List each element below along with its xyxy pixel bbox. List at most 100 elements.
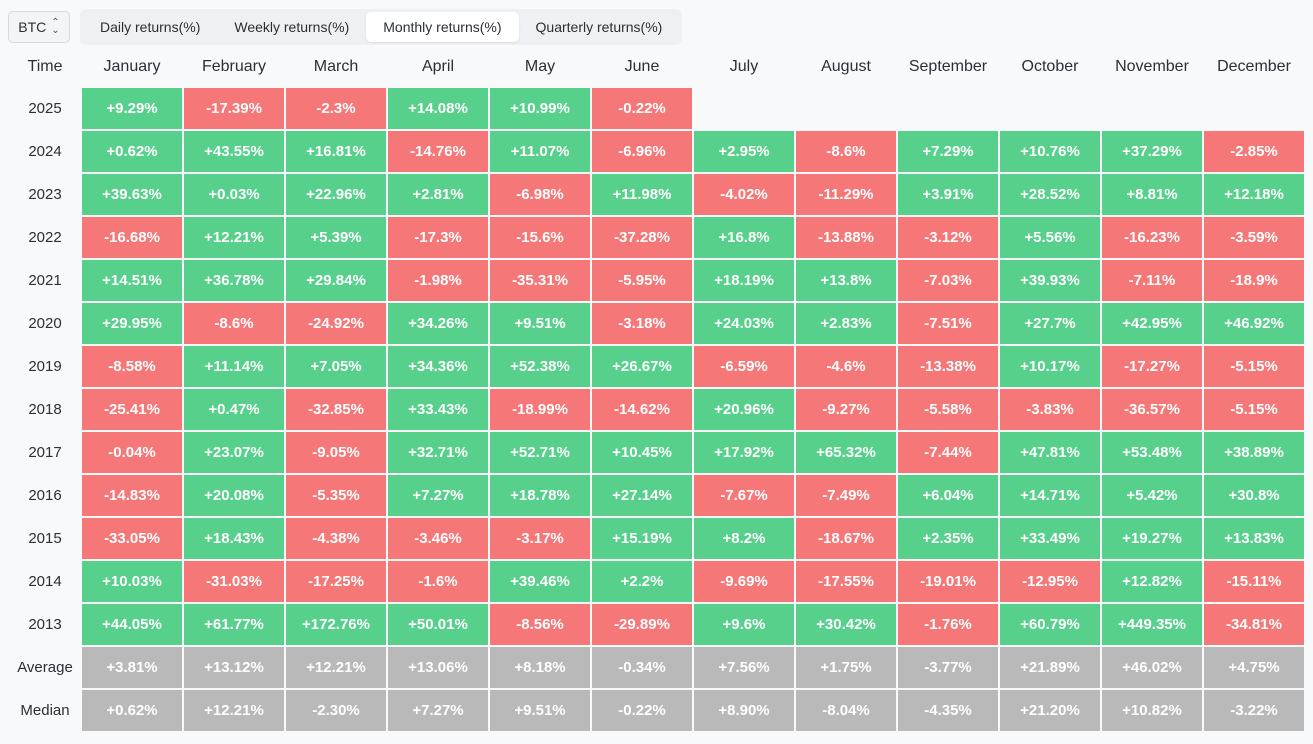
asset-select[interactable]: BTC ⌃ ⌄	[8, 11, 70, 43]
return-cell: +30.8%	[1204, 475, 1304, 516]
return-cell: -0.22%	[592, 88, 692, 129]
return-cell: -14.83%	[82, 475, 182, 516]
return-cell: -13.88%	[796, 217, 896, 258]
summary-cell: -0.22%	[592, 690, 692, 731]
return-cell: +7.29%	[898, 131, 998, 172]
year-label: 2023	[28, 186, 62, 203]
tab-label: Weekly returns(%)	[234, 19, 350, 35]
return-cell: +10.17%	[1000, 346, 1100, 387]
return-cell	[796, 88, 896, 129]
year-row: 2018 -25.41% +0.47% -32.85% +33.43% -18.99% -1…	[10, 389, 1304, 430]
return-cell: +5.42%	[1102, 475, 1202, 516]
summary-cell: +13.12%	[184, 647, 284, 688]
return-cell: -8.58%	[82, 346, 182, 387]
year-row: 2023 +39.63% +0.03% +22.96% +2.81% -6.98% +11.…	[10, 174, 1304, 215]
month-header: August	[821, 58, 871, 75]
summary-cell: +46.02%	[1102, 647, 1202, 688]
year-row: 2017 -0.04% +23.07% -9.05% +32.71% +52.71% +10…	[10, 432, 1304, 473]
return-cell: +5.39%	[286, 217, 386, 258]
return-cell: +0.47%	[184, 389, 284, 430]
summary-cell: -4.35%	[898, 690, 998, 731]
summary-label: Average	[17, 659, 73, 676]
return-cell: -17.39%	[184, 88, 284, 129]
month-header: March	[313, 58, 359, 75]
month-header: December	[1217, 58, 1291, 75]
year-label: 2021	[28, 272, 62, 289]
return-cell: +29.95%	[82, 303, 182, 344]
year-label: 2016	[28, 487, 62, 504]
year-label: 2025	[28, 100, 62, 117]
summary-cell: +8.90%	[694, 690, 794, 731]
return-cell: +18.43%	[184, 518, 284, 559]
return-cell: +11.07%	[490, 131, 590, 172]
return-cell: +2.2%	[592, 561, 692, 602]
return-cell: +27.7%	[1000, 303, 1100, 344]
return-cell: +33.49%	[1000, 518, 1100, 559]
return-cell: +39.46%	[490, 561, 590, 602]
return-cell: +449.35%	[1102, 604, 1202, 645]
return-cell	[1102, 88, 1202, 129]
return-cell: -25.41%	[82, 389, 182, 430]
return-cell: +2.81%	[388, 174, 488, 215]
return-cell: +22.96%	[286, 174, 386, 215]
month-header: April	[421, 58, 454, 75]
monthly-returns-table: Time January February March April May Ju…	[8, 46, 1306, 733]
month-header: July	[729, 58, 759, 75]
return-cell: -5.95%	[592, 260, 692, 301]
year-row: 2020 +29.95% -8.6% -24.92% +34.26% +9.51% -3.1…	[10, 303, 1304, 344]
return-cell: -4.38%	[286, 518, 386, 559]
return-cell: -29.89%	[592, 604, 692, 645]
return-cell: +0.03%	[184, 174, 284, 215]
return-cell: -3.17%	[490, 518, 590, 559]
return-cell: +14.08%	[388, 88, 488, 129]
return-cell: +10.03%	[82, 561, 182, 602]
return-cell: -11.29%	[796, 174, 896, 215]
return-cell: +19.27%	[1102, 518, 1202, 559]
return-cell: -5.15%	[1204, 346, 1304, 387]
month-header: September	[908, 58, 988, 75]
summary-cell: +0.62%	[82, 690, 182, 731]
summary-cell: +21.20%	[1000, 690, 1100, 731]
return-cell: -33.05%	[82, 518, 182, 559]
return-cell: -14.62%	[592, 389, 692, 430]
return-cell: -5.35%	[286, 475, 386, 516]
year-label: 2019	[28, 358, 62, 375]
summary-cell: +21.89%	[1000, 647, 1100, 688]
return-cell: +36.78%	[184, 260, 284, 301]
summary-cell: +8.18%	[490, 647, 590, 688]
return-cell: -35.31%	[490, 260, 590, 301]
return-cell: +39.63%	[82, 174, 182, 215]
return-cell: -18.67%	[796, 518, 896, 559]
year-label: 2022	[28, 229, 62, 246]
return-cell: +26.67%	[592, 346, 692, 387]
return-cell: -3.46%	[388, 518, 488, 559]
tab-monthly-returns[interactable]: Monthly returns(%)	[366, 12, 519, 42]
return-cell: +13.8%	[796, 260, 896, 301]
summary-label: Median	[20, 702, 70, 719]
return-cell: +43.55%	[184, 131, 284, 172]
return-cell: -36.57%	[1102, 389, 1202, 430]
table-body: 2025 +9.29% -17.39% -2.3% +14.08% +10.99% -0.2…	[10, 88, 1304, 731]
return-cell: +33.43%	[388, 389, 488, 430]
return-cell: -9.27%	[796, 389, 896, 430]
year-row: 2014 +10.03% -31.03% -17.25% -1.6% +39.46% +2.…	[10, 561, 1304, 602]
year-row: 2015 -33.05% +18.43% -4.38% -3.46% -3.17% +15.…	[10, 518, 1304, 559]
return-cell: -5.15%	[1204, 389, 1304, 430]
return-cell: +15.19%	[592, 518, 692, 559]
tab-quarterly-returns[interactable]: Quarterly returns(%)	[519, 12, 680, 42]
return-cell: +42.95%	[1102, 303, 1202, 344]
return-cell: +9.6%	[694, 604, 794, 645]
return-cell: +27.14%	[592, 475, 692, 516]
return-cell: +65.32%	[796, 432, 896, 473]
tab-weekly-returns[interactable]: Weekly returns(%)	[217, 12, 366, 42]
return-cell: +52.38%	[490, 346, 590, 387]
year-label: 2018	[28, 401, 62, 418]
return-cell: -17.25%	[286, 561, 386, 602]
return-cell: -15.6%	[490, 217, 590, 258]
year-row: 2016 -14.83% +20.08% -5.35% +7.27% +18.78% +27…	[10, 475, 1304, 516]
return-cell: +2.35%	[898, 518, 998, 559]
summary-cell: -2.30%	[286, 690, 386, 731]
return-cell: -17.55%	[796, 561, 896, 602]
tab-daily-returns[interactable]: Daily returns(%)	[83, 12, 217, 42]
year-row: 2013 +44.05% +61.77% +172.76% +50.01% -8.56% -…	[10, 604, 1304, 645]
